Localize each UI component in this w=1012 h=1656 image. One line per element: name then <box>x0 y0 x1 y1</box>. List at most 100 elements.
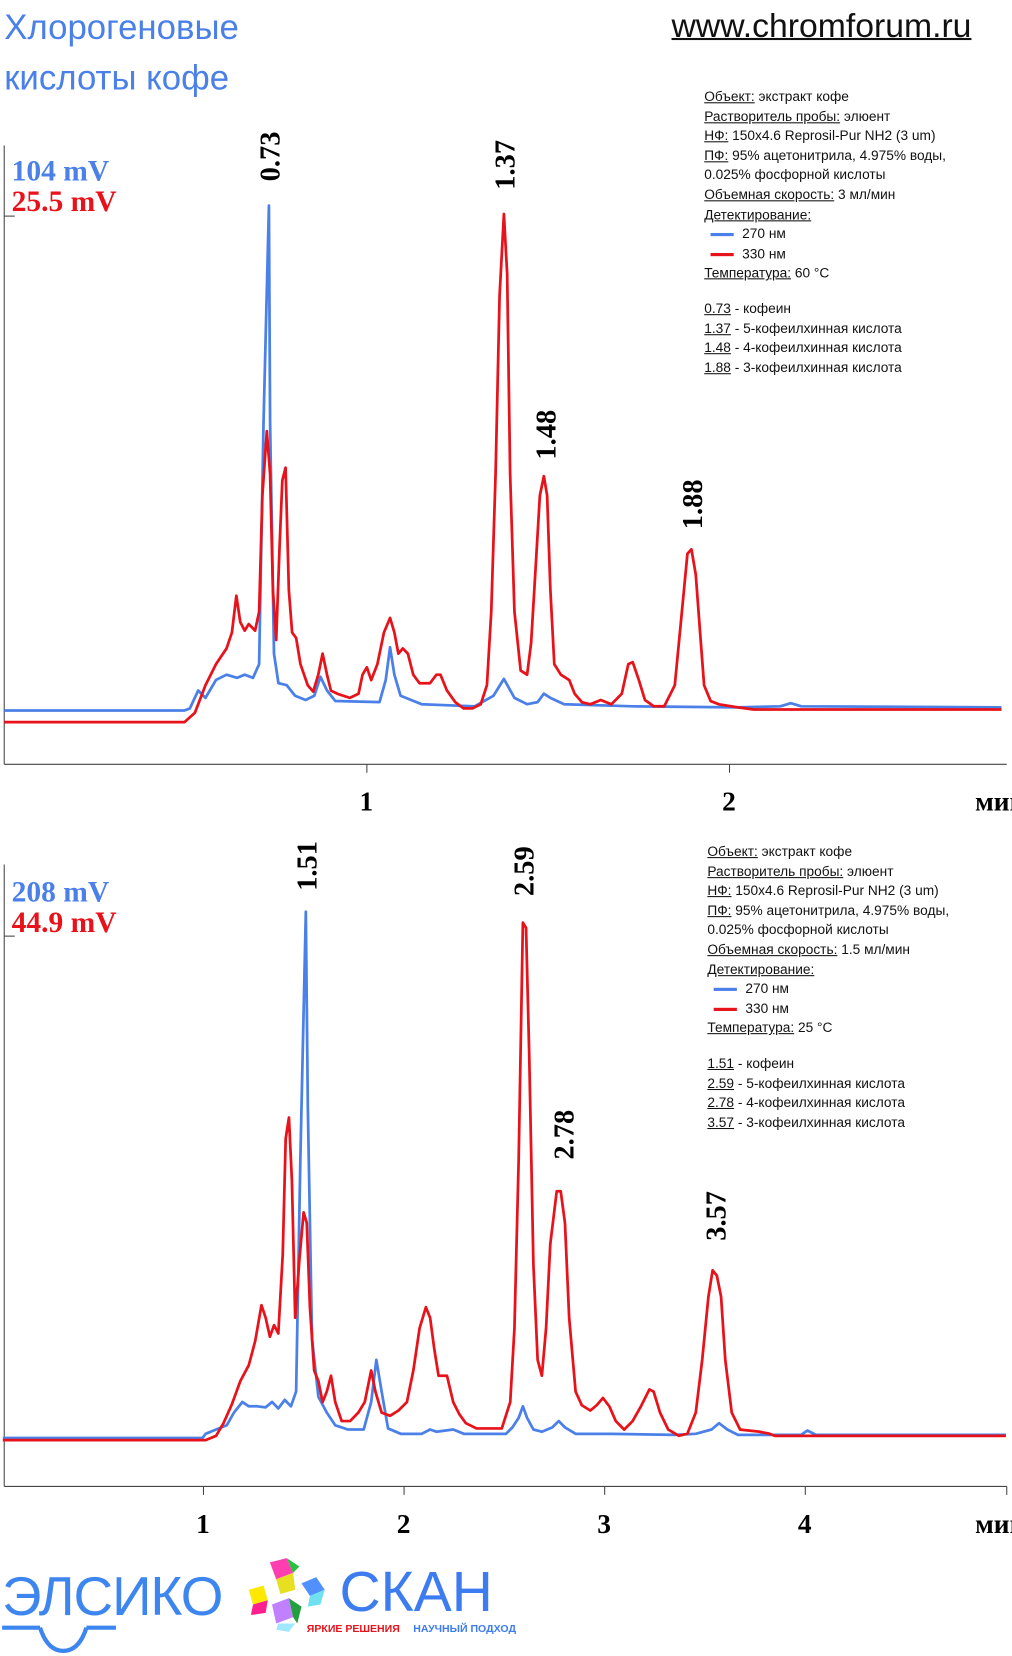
info-label: НФ: <box>704 127 729 144</box>
peak-label: 2.78 <box>547 1109 580 1160</box>
info-row: Объект: экстракт кофе <box>707 842 949 862</box>
info-label: Объект: <box>704 88 755 105</box>
info-value: 1.5 мл/мин <box>837 941 910 958</box>
x-tick-label: 2 <box>396 1508 411 1540</box>
info-label: Детектирование: <box>704 206 812 222</box>
info-label: Температура: <box>704 264 792 281</box>
peak-label: 2.59 <box>508 846 540 897</box>
legend-label: 270 нм <box>742 225 786 242</box>
info-row: Объемная скорость: 3 мл/мин <box>704 186 946 206</box>
x-axis-label: мин <box>975 1508 1012 1540</box>
info-row: Температура: 25 °C <box>707 1019 949 1039</box>
trace-330nm <box>4 212 1002 724</box>
peak-list-item: 2.59 - 5-кофеилхинная кислота <box>707 1074 949 1094</box>
info-row: НФ: 150x4.6 Reprosil-Pur NH2 (3 um) <box>707 882 949 902</box>
info-value: 60 °C <box>791 264 830 281</box>
peak-list-item: 1.51 - кофеин <box>707 1054 949 1074</box>
legend-label: 330 нм <box>745 1000 789 1016</box>
peak-rt: 2.59 <box>707 1074 735 1091</box>
info-value: 150x4.6 Reprosil-Pur NH2 (3 um) <box>731 882 939 899</box>
peak-rt: 1.48 <box>704 339 731 356</box>
peak-rt: 3.57 <box>707 1113 735 1130</box>
peak-rt: 2.78 <box>707 1094 735 1111</box>
info-row: Детектирование: <box>704 205 946 225</box>
info-value: экстракт кофе <box>757 843 853 860</box>
info-label: Объемная скорость: <box>704 186 835 203</box>
peak-rt: 1.88 <box>704 359 731 375</box>
trace-270nm <box>2 910 1006 1440</box>
legend-item: 270 нм <box>707 980 949 1000</box>
info-row: Объект: экстракт кофе <box>704 87 946 107</box>
legend-item: 330 нм <box>704 244 946 264</box>
peak-label: 1.51 <box>291 840 323 891</box>
info-row: Объемная скорость: 1.5 мл/мин <box>707 940 949 960</box>
x-tick-label: 1 <box>196 1508 210 1540</box>
peak-name: - кофеин <box>730 300 791 317</box>
legend-item: 270 нм <box>704 225 946 245</box>
legend-line-icon <box>710 252 734 256</box>
info-value: 25 °C <box>794 1019 833 1036</box>
scale-label-red-2: 44.9 mV <box>11 906 117 940</box>
info-value: 0.025% фосфорной кислоты <box>704 166 886 183</box>
info-value: элюент <box>840 108 891 124</box>
info-row: НФ: 150x4.6 Reprosil-Pur NH2 (3 um) <box>704 127 946 147</box>
x-tick-label: 4 <box>797 1508 812 1540</box>
peak-label: 0.73 <box>254 131 286 182</box>
cubes-logo-icon <box>248 1558 325 1632</box>
info-row: 0.025% фосфорной кислоты <box>704 166 946 186</box>
peak-rt: 0.73 <box>704 300 731 317</box>
peak-rt: 1.37 <box>704 319 731 336</box>
info-row: Детектирование: <box>707 960 949 980</box>
trace-330nm <box>2 921 1006 1442</box>
site-link[interactable]: www.chromforum.ru <box>671 6 972 45</box>
scale-label-blue-1: 104 mV <box>11 154 110 188</box>
info-value: 150x4.6 Reprosil-Pur NH2 (3 um) <box>728 127 936 144</box>
info-label: Объект: <box>707 843 758 860</box>
legend-item: 330 нм <box>707 999 949 1019</box>
peak-list-item: 1.88 - 3-кофеилхинная кислота <box>704 358 946 378</box>
legend-line-icon <box>713 1007 737 1011</box>
info-row: Температура: 60 °C <box>704 264 946 284</box>
peak-list-item: 0.73 - кофеин <box>704 299 946 319</box>
peak-list-item: 1.48 - 4-кофеилхинная кислота <box>704 339 946 359</box>
info-label: ПФ: <box>707 902 732 918</box>
peak-name: - 3-кофеилхинная кислота <box>734 1113 905 1130</box>
elsiko-logo: ЭЛСИКО <box>2 1566 223 1628</box>
tagline-blue: НАУЧНЫЙ ПОДХОД <box>413 1623 516 1636</box>
info-row: Растворитель пробы: элюент <box>707 862 949 882</box>
peak-list-item: 2.78 - 4-кофеилхинная кислота <box>707 1093 949 1113</box>
info-block-2: Объект: экстракт кофе Растворитель пробы:… <box>707 842 949 1132</box>
skan-logo: СКАН <box>339 1560 493 1624</box>
info-label: Растворитель пробы: <box>704 108 841 124</box>
info-value: элюент <box>843 862 894 879</box>
peak-list-item: 3.57 - 3-кофеилхинная кислота <box>707 1113 949 1133</box>
x-tick-label: 3 <box>597 1508 612 1540</box>
legend-line-icon <box>713 988 737 992</box>
legend-line-icon <box>710 233 734 237</box>
info-label: Температура: <box>707 1019 795 1036</box>
tagline-red: ЯРКИЕ РЕШЕНИЯ <box>306 1623 400 1636</box>
info-value: 95% ацетонитрила, 4.975% воды, <box>731 902 950 918</box>
title-line-2: кислоты кофе <box>4 57 230 97</box>
info-row: 0.025% фосфорной кислоты <box>707 921 949 941</box>
info-row: ПФ: 95% ацетонитрила, 4.975% воды, <box>707 901 949 921</box>
trace-270nm <box>4 204 1002 712</box>
info-block-1: Объект: экстракт кофе Растворитель пробы:… <box>704 87 946 377</box>
scale-label-red-1: 25.5 mV <box>11 185 117 219</box>
legend-label: 270 нм <box>745 980 789 997</box>
info-label: НФ: <box>707 882 732 899</box>
peak-rt: 1.51 <box>707 1055 735 1072</box>
peak-name: - 3-кофеилхинная кислота <box>730 359 902 375</box>
info-row: Растворитель пробы: элюент <box>704 107 946 127</box>
peak-name: - 5-кофеилхинная кислота <box>734 1074 905 1091</box>
info-label: Объемная скорость: <box>707 941 838 958</box>
info-value: экстракт кофе <box>754 88 849 105</box>
peak-name: - кофеин <box>734 1055 795 1072</box>
info-row: ПФ: 95% ацетонитрила, 4.975% воды, <box>704 146 946 166</box>
peak-name: - 4-кофеилхинная кислота <box>730 339 902 356</box>
scale-label-blue-2: 208 mV <box>11 876 110 909</box>
peak-label: 3.57 <box>699 1190 732 1241</box>
info-value: 0.025% фосфорной кислоты <box>707 921 889 938</box>
